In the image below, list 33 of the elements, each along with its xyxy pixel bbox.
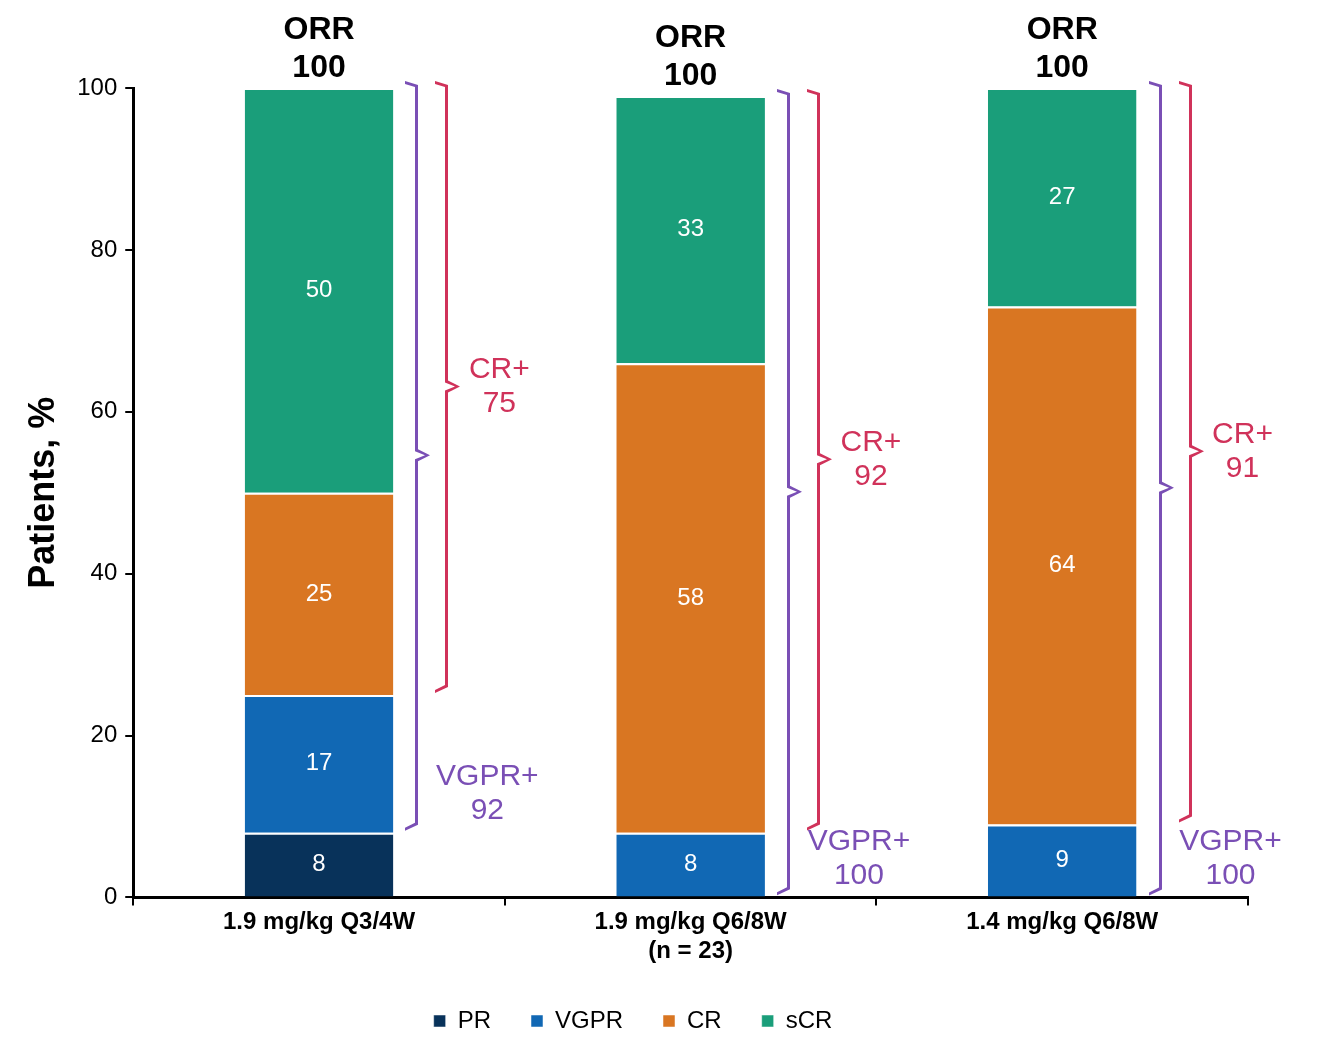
x-tick-label: 1.9 mg/kg Q6/8W (n = 23) [594, 907, 787, 964]
annotation: VGPR+ 92 [436, 757, 539, 825]
y-tick-label: 0 [103, 882, 118, 910]
data-label: 27 [1048, 181, 1076, 209]
annotation: CR+ 75 [468, 350, 530, 418]
data-label: 50 [305, 274, 333, 302]
data-label: 33 [677, 214, 704, 242]
total-label: ORR 100 [283, 9, 355, 84]
data-label: 8 [312, 849, 326, 877]
annotation: CR+ 92 [840, 423, 902, 491]
x-tick-label: 1.4 mg/kg Q6/8W [966, 907, 1159, 935]
y-tick-label: 100 [77, 72, 118, 100]
data-label: 58 [677, 582, 704, 610]
annotation: VGPR+ 100 [1179, 822, 1282, 890]
y-tick-label: 20 [90, 720, 118, 748]
data-label: 17 [305, 748, 333, 776]
total-label: ORR 100 [655, 17, 727, 92]
data-label: 25 [305, 578, 333, 606]
data-label: 9 [1055, 845, 1069, 873]
legend-label: PR [457, 1005, 491, 1033]
y-tick-label: 40 [90, 558, 118, 586]
total-label: ORR 100 [1026, 9, 1098, 84]
legend-label: VGPR [555, 1005, 624, 1033]
annotation: CR+ 91 [1212, 415, 1273, 483]
annotation: VGPR+ 100 [807, 822, 911, 890]
y-tick-label: 60 [90, 396, 118, 424]
y-axis-title: Patients, % [20, 396, 62, 589]
x-tick-label: 1.9 mg/kg Q3/4W [223, 907, 416, 935]
legend-label: sCR [785, 1005, 833, 1033]
legend-label: CR [687, 1005, 722, 1033]
data-label: 8 [683, 849, 698, 877]
data-label: 64 [1048, 550, 1076, 578]
y-tick-label: 80 [90, 234, 118, 262]
